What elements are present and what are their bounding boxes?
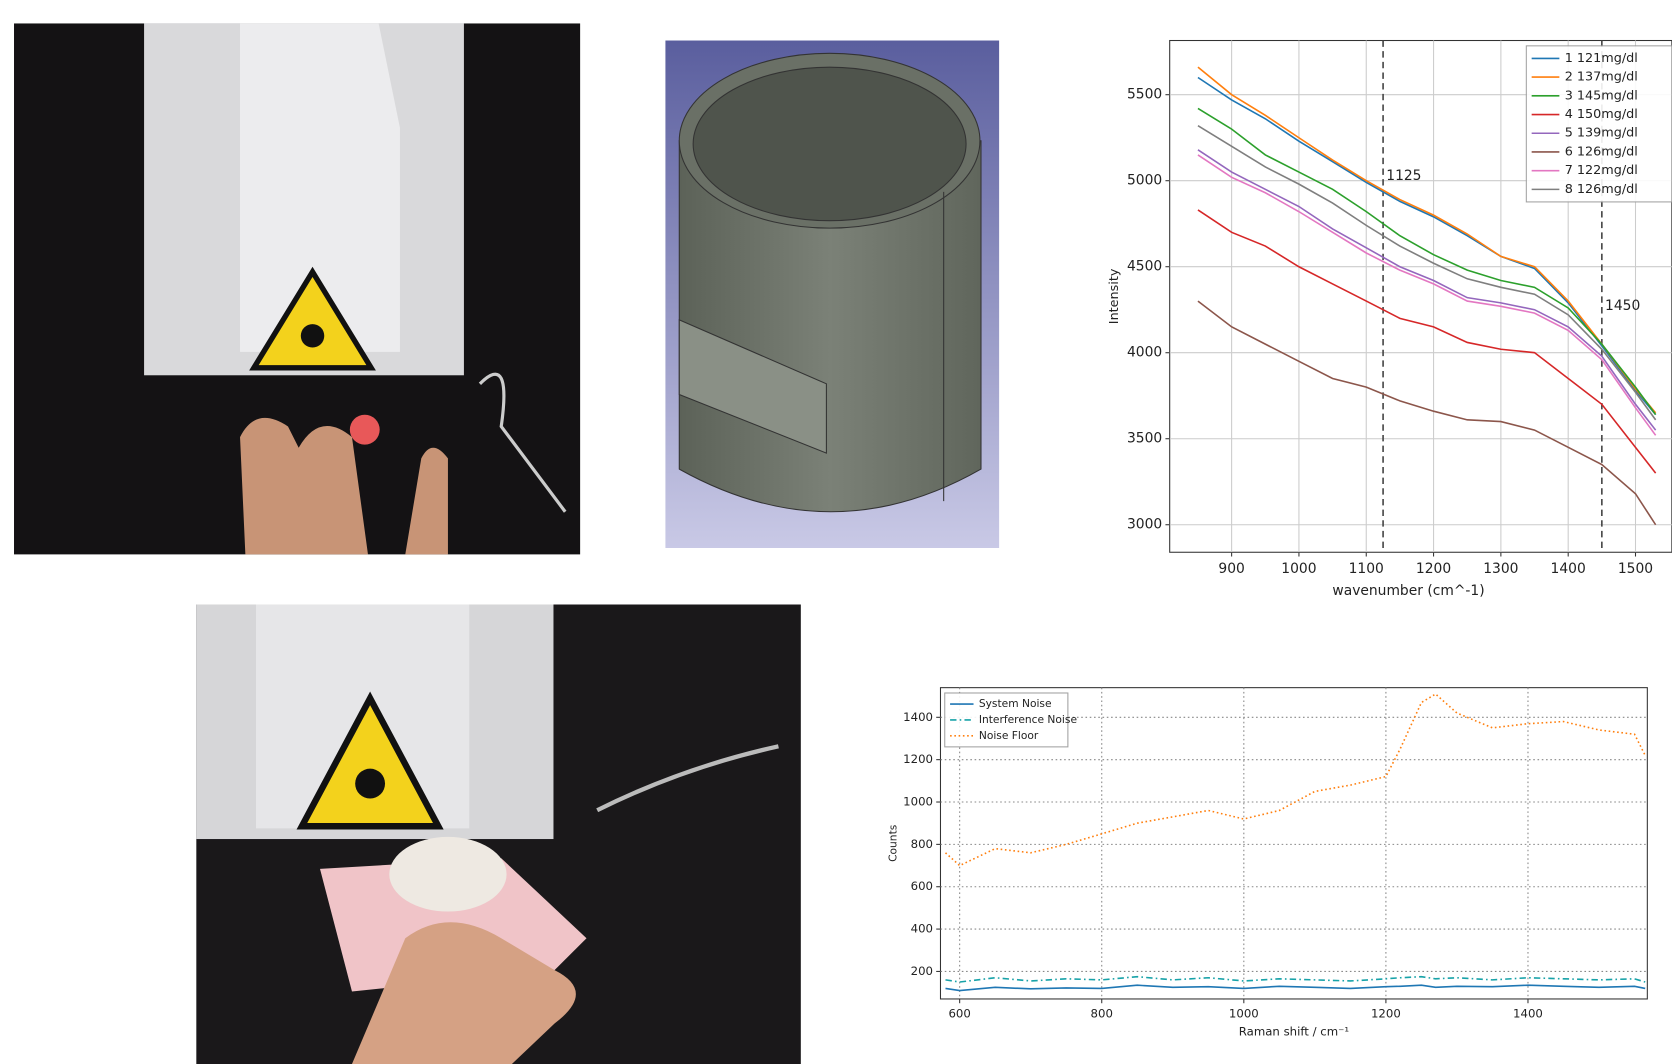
- data-line: [945, 984, 1646, 992]
- x-tick-label: 1400: [1551, 561, 1586, 577]
- y-tick-label: 4500: [1127, 259, 1162, 275]
- x-tick-label: 1100: [1349, 561, 1384, 577]
- legend-label: System Noise: [979, 697, 1052, 710]
- legend-label: Noise Floor: [979, 729, 1039, 742]
- data-line: [1197, 209, 1657, 474]
- data-line: [944, 693, 1646, 867]
- legend-label: Interference Noise: [979, 713, 1077, 726]
- y-tick-label: 5500: [1127, 87, 1162, 103]
- x-tick-label: 600: [948, 1006, 970, 1020]
- y-axis-label: Intensity: [1107, 268, 1122, 324]
- y-tick-label: 1200: [903, 752, 933, 766]
- x-tick-label: 1000: [1281, 561, 1316, 577]
- y-tick-label: 800: [911, 837, 933, 851]
- x-tick-label: 1400: [1513, 1006, 1543, 1020]
- legend-label: 3 145mg/dl: [1565, 88, 1638, 103]
- reference-label: 1450: [1605, 298, 1640, 314]
- reference-label: 1125: [1386, 168, 1421, 184]
- photo-laser-finger: [14, 23, 581, 555]
- data-line: [1197, 125, 1657, 421]
- y-tick-label: 3000: [1127, 517, 1162, 533]
- y-axis-label: Counts: [887, 824, 900, 862]
- legend-label: 8 126mg/dl: [1565, 182, 1638, 197]
- legend-label: 1 121mg/dl: [1565, 51, 1638, 66]
- legend-label: 6 126mg/dl: [1565, 144, 1638, 159]
- x-tick-label: 1200: [1371, 1006, 1401, 1020]
- x-axis-label: Raman shift / cm⁻¹: [1239, 1024, 1350, 1038]
- y-tick-label: 1400: [903, 710, 933, 724]
- y-tick-label: 4000: [1127, 345, 1162, 361]
- legend-label: 5 139mg/dl: [1565, 126, 1638, 141]
- data-line: [1197, 154, 1657, 436]
- cad-cylinder: [665, 40, 1000, 548]
- data-line: [1197, 149, 1657, 431]
- data-line: [1197, 300, 1657, 526]
- y-tick-label: 3500: [1127, 431, 1162, 447]
- x-tick-label: 800: [1091, 1006, 1113, 1020]
- data-line: [945, 975, 1646, 983]
- legend-label: 7 122mg/dl: [1565, 163, 1638, 178]
- charts: 900 1000 1100 1200 1300 1400 1500 3000 3500 4000 4…: [887, 39, 1672, 1038]
- chart: 600 800 1000 1200 1400 200 400 600 800 1000 1200 14…: [887, 687, 1648, 1038]
- y-tick-label: 200: [911, 964, 933, 978]
- x-tick-label: 1200: [1416, 561, 1451, 577]
- x-tick-label: 1300: [1483, 561, 1518, 577]
- chart: 900 1000 1100 1200 1300 1400 1500 3000 3500 4000 4…: [1107, 39, 1672, 599]
- x-tick-label: 1000: [1229, 1006, 1259, 1020]
- y-tick-label: 5000: [1127, 173, 1162, 189]
- series-group: [1197, 66, 1657, 526]
- series-group: [944, 693, 1646, 992]
- legend-box: [1525, 45, 1672, 203]
- y-tick-label: 600: [911, 879, 933, 893]
- data-line: [1197, 66, 1657, 414]
- legend-label: 2 137mg/dl: [1565, 70, 1638, 85]
- y-tick-label: 1000: [903, 795, 933, 809]
- photo-laser-holder: [196, 604, 801, 1064]
- legend-label: 4 150mg/dl: [1565, 107, 1638, 122]
- x-axis-label: wavenumber (cm^-1): [1332, 583, 1484, 599]
- y-tick-label: 400: [911, 922, 933, 936]
- x-tick-label: 900: [1218, 561, 1244, 577]
- data-line: [1197, 107, 1657, 416]
- x-tick-label: 1500: [1618, 561, 1653, 577]
